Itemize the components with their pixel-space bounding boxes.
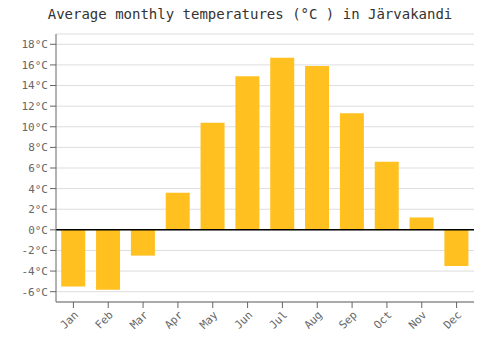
- svg-text:0°C: 0°C: [28, 224, 48, 237]
- svg-text:-4°C: -4°C: [22, 265, 49, 278]
- svg-text:Aug: Aug: [302, 308, 325, 331]
- svg-text:16°C: 16°C: [22, 59, 49, 72]
- svg-text:Feb: Feb: [93, 308, 116, 331]
- svg-text:12°C: 12°C: [22, 100, 49, 113]
- svg-text:6°C: 6°C: [28, 162, 48, 175]
- svg-text:Nov: Nov: [406, 308, 430, 332]
- svg-text:Jun: Jun: [232, 308, 255, 331]
- svg-text:10°C: 10°C: [22, 121, 49, 134]
- svg-text:Jul: Jul: [267, 308, 290, 331]
- svg-text:Oct: Oct: [371, 308, 394, 331]
- svg-text:2°C: 2°C: [28, 203, 48, 216]
- svg-text:Jan: Jan: [58, 308, 81, 331]
- html-text:Average monthly temperatures (: Average monthly temperatures (°C ) in Jä…: [47, 6, 453, 22]
- svg-text:Apr: Apr: [162, 308, 186, 332]
- svg-text:Mar: Mar: [127, 308, 151, 332]
- svg-text:Dec: Dec: [441, 308, 464, 331]
- svg-text:May: May: [197, 308, 221, 332]
- svg-text:18°C: 18°C: [22, 38, 49, 51]
- svg-text:4°C: 4°C: [28, 183, 48, 196]
- svg-text:14°C: 14°C: [22, 79, 49, 92]
- svg-text:Sep: Sep: [336, 308, 359, 331]
- svg-text:-6°C: -6°C: [22, 286, 49, 299]
- svg-text:-2°C: -2°C: [22, 244, 49, 257]
- svg-text:8°C: 8°C: [28, 141, 48, 154]
